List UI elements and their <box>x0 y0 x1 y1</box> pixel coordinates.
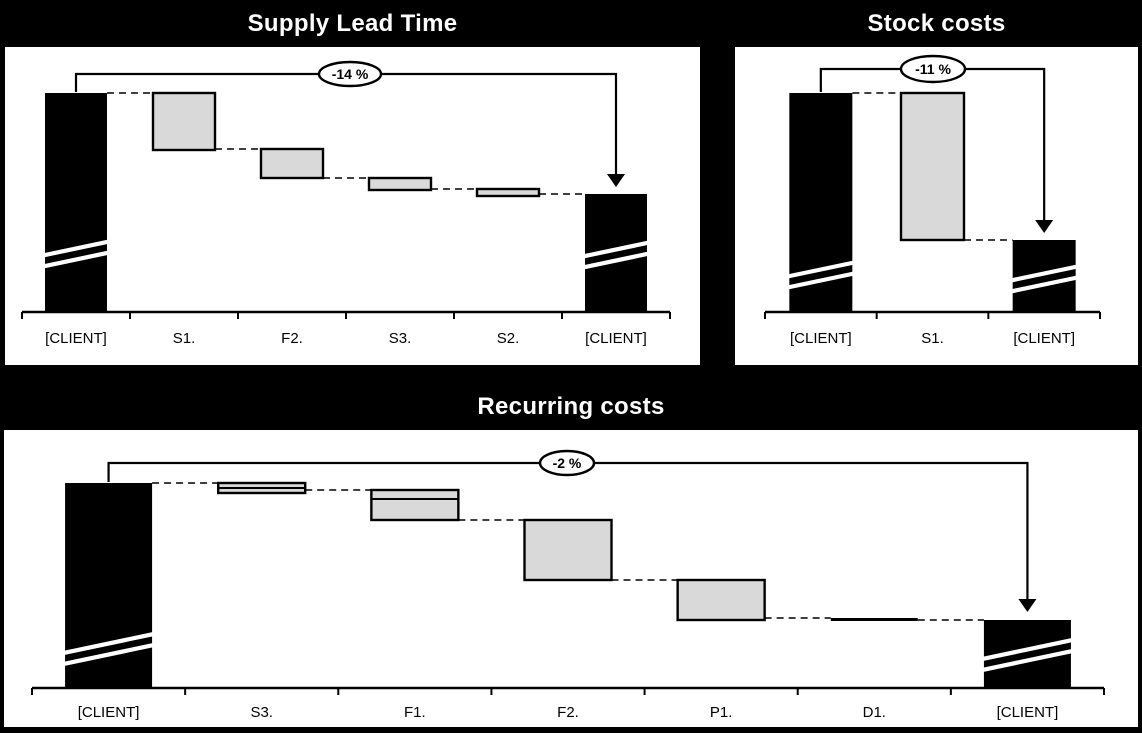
waterfall-supply-lead-time: [CLIENT] S1. F2. S3. S2. [CLIENT] -14 % <box>21 60 671 347</box>
axis-break-mark <box>779 269 862 292</box>
delta-label: -14 % <box>332 66 369 82</box>
arrowhead-icon <box>1035 220 1054 233</box>
axis-break-mark <box>55 630 162 657</box>
category-label: [CLIENT] <box>1013 330 1075 347</box>
bar-s1-1 <box>899 91 966 242</box>
category-label: S1. <box>921 330 944 347</box>
arrowhead-icon <box>607 174 625 187</box>
axis-break-mark <box>35 238 117 259</box>
delta-label: -2 % <box>553 455 582 471</box>
axis-break-mark <box>974 647 1081 674</box>
bar-client-0 <box>45 93 107 312</box>
category-label: F2. <box>557 704 579 721</box>
delta-oval <box>317 60 383 88</box>
delta-oval <box>538 449 596 477</box>
category-label: [CLIENT] <box>790 330 852 347</box>
waterfall-recurring-costs: [CLIENT] S3. F1. F2. P1. D1. [CLIENT] -2 % <box>31 449 1105 721</box>
category-label: S3. <box>250 704 273 721</box>
delta-label: -11 % <box>915 61 951 77</box>
axis-break-mark <box>1003 262 1086 285</box>
category-label: S2. <box>497 330 520 347</box>
arrowhead-icon <box>1018 599 1037 612</box>
category-label: S3. <box>389 330 412 347</box>
bar-f2-2 <box>259 147 325 180</box>
delta-oval <box>899 54 967 84</box>
category-label: D1. <box>863 704 886 721</box>
axis-break-mark <box>35 249 117 270</box>
bar-s2-4 <box>475 187 541 198</box>
waterfall-stock-costs: [CLIENT] S1. [CLIENT] -11 % <box>764 54 1101 347</box>
chart-title-supply-lead-time: Supply Lead Time <box>247 10 458 37</box>
chart-panel-stock-costs: [CLIENT] S1. [CLIENT] -11 % <box>735 47 1138 365</box>
category-label: [CLIENT] <box>997 704 1059 721</box>
category-label: P1. <box>710 704 733 721</box>
bar-f1-2 <box>370 488 460 522</box>
axis-break-mark <box>974 636 1081 663</box>
bar-s3-3 <box>367 176 433 192</box>
category-label: S1. <box>173 330 196 347</box>
chart-title-recurring-costs: Recurring costs <box>477 393 665 420</box>
chart-title-stock-costs: Stock costs <box>867 10 1006 37</box>
category-label: F1. <box>404 704 426 721</box>
axis-break-mark <box>575 239 657 260</box>
chart-panel-supply-lead-time: [CLIENT] S1. F2. S3. S2. [CLIENT] -14 % <box>5 47 700 365</box>
bar-s1-1 <box>151 91 217 152</box>
category-label: F2. <box>281 330 303 347</box>
bar-p1-4 <box>676 578 766 622</box>
category-label: [CLIENT] <box>585 330 647 347</box>
category-label: [CLIENT] <box>78 704 140 721</box>
axis-break-mark <box>575 250 657 271</box>
axis-break-mark <box>55 641 162 668</box>
axis-break-mark <box>1003 273 1086 296</box>
chart-panel-recurring-costs: [CLIENT] S3. F1. F2. P1. D1. [CLIENT] -2 % <box>4 430 1138 727</box>
category-label: [CLIENT] <box>45 330 107 347</box>
axis-break-mark <box>779 258 862 281</box>
bar-f2-3 <box>523 518 613 582</box>
bar-d1-5 <box>830 618 918 621</box>
bar-client-0 <box>65 483 153 688</box>
